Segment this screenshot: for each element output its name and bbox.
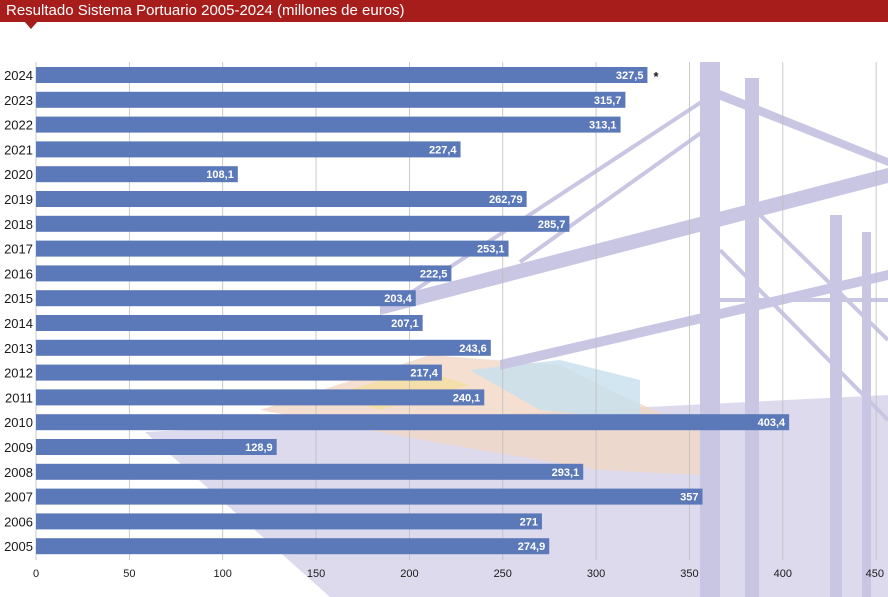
year-label-2008: 2008: [4, 465, 33, 480]
year-label-2021: 2021: [4, 142, 33, 157]
bar-value-label-2014: 207,1: [391, 318, 419, 330]
bar-2016: [36, 265, 452, 282]
bar-value-label-2023: 315,7: [594, 95, 622, 107]
year-label-2016: 2016: [4, 266, 33, 281]
bar-value-label-2016: 222,5: [420, 268, 448, 280]
bar-2022: [36, 116, 621, 133]
year-label-2012: 2012: [4, 366, 33, 381]
bar-2006: [36, 513, 542, 530]
bar-value-label-2022: 313,1: [589, 120, 617, 132]
x-tick-label: 100: [214, 568, 232, 580]
bar-2007: [36, 488, 703, 505]
bar-value-label-2010: 403,4: [758, 417, 786, 429]
bar-value-label-2015: 203,4: [384, 293, 412, 305]
crane-leg-shape: [700, 62, 720, 597]
bar-2011: [36, 389, 485, 406]
x-axis-ticks: 0 50 100 150 200 250 300 350 400 450: [33, 568, 884, 580]
bar-2010: [36, 414, 790, 431]
crane-leg-shape: [862, 232, 871, 597]
bar-value-label-2011: 240,1: [453, 392, 481, 404]
year-label-2022: 2022: [4, 118, 33, 133]
x-tick-label: 250: [494, 568, 512, 580]
year-label-2009: 2009: [4, 440, 33, 455]
bar-value-label-2024: 327,5: [616, 70, 644, 82]
bar-value-label-2021: 227,4: [429, 144, 457, 156]
x-tick-label: 400: [774, 568, 792, 580]
bar-value-label-2008: 293,1: [552, 467, 580, 479]
bar-2018: [36, 215, 570, 232]
bar-2024: [36, 67, 648, 83]
bar-2012: [36, 364, 442, 381]
header-pointer: [24, 21, 38, 29]
x-tick-label: 450: [866, 568, 884, 580]
year-label-2013: 2013: [4, 341, 33, 356]
year-label-2015: 2015: [4, 291, 33, 306]
bar-2008: [36, 463, 584, 480]
bar-2014: [36, 315, 423, 331]
year-label-2006: 2006: [4, 514, 33, 529]
bar-value-label-2017: 253,1: [477, 244, 505, 256]
bar-2005: [36, 538, 550, 555]
bar-2015: [36, 290, 416, 307]
bar-2009: [36, 439, 277, 455]
year-label-2011: 2011: [5, 390, 33, 405]
bar-value-label-2007: 357: [680, 492, 698, 504]
year-label-2018: 2018: [4, 217, 33, 232]
bar-2019: [36, 191, 527, 207]
year-label-2017: 2017: [4, 242, 33, 257]
crane-leg-shape: [830, 215, 842, 597]
container-stack-blue-shape: [470, 360, 640, 420]
bar-value-label-2005: 274,9: [518, 541, 546, 553]
bar-value-label-2006: 271: [520, 516, 538, 528]
year-labels: 2024 2023 2022 2021 2020 2019 2018 2017 2016 2015…: [4, 68, 33, 554]
x-tick-label: 350: [680, 568, 698, 580]
chart-title: Resultado Sistema Portuario 2005-2024 (m…: [6, 2, 405, 19]
bar-value-label-2019: 262,79: [489, 194, 523, 206]
year-label-2005: 2005: [4, 539, 33, 554]
crane-cables-shape: [398, 93, 888, 422]
bar-2020: [36, 166, 238, 183]
bar-2017: [36, 240, 509, 257]
x-tick-label: 0: [33, 568, 39, 580]
bar-value-label-2013: 243,6: [459, 343, 487, 355]
year-label-2019: 2019: [4, 192, 33, 207]
bar-value-label-2018: 285,7: [538, 219, 566, 231]
annotation-asterisk: *: [653, 69, 659, 84]
year-label-2020: 2020: [4, 167, 33, 182]
x-tick-label: 300: [587, 568, 605, 580]
bar-2023: [36, 91, 626, 108]
bar-value-label-2012: 217,4: [410, 368, 438, 380]
crane-boom-shape: [500, 270, 888, 370]
year-label-2014: 2014: [4, 316, 33, 331]
bars: 327,5 315,7 313,1 227,4 108,1 262,79 285,7 253,…: [36, 67, 790, 555]
year-label-2024: 2024: [4, 68, 33, 83]
crane-leg-shape: [745, 78, 759, 597]
bar-value-label-2009: 128,9: [245, 442, 273, 454]
bar-2021: [36, 141, 461, 158]
bar-2013: [36, 339, 491, 356]
x-tick-label: 150: [307, 568, 325, 580]
crane-beam-shape: [700, 82, 888, 166]
chart-header: Resultado Sistema Portuario 2005-2024 (m…: [0, 0, 888, 29]
bar-value-label-2020: 108,1: [206, 169, 234, 181]
year-label-2023: 2023: [4, 93, 33, 108]
x-tick-label: 200: [400, 568, 418, 580]
year-label-2007: 2007: [4, 490, 33, 505]
crane-boom-shape: [380, 168, 888, 315]
year-label-2010: 2010: [4, 415, 33, 430]
x-tick-label: 50: [123, 568, 135, 580]
